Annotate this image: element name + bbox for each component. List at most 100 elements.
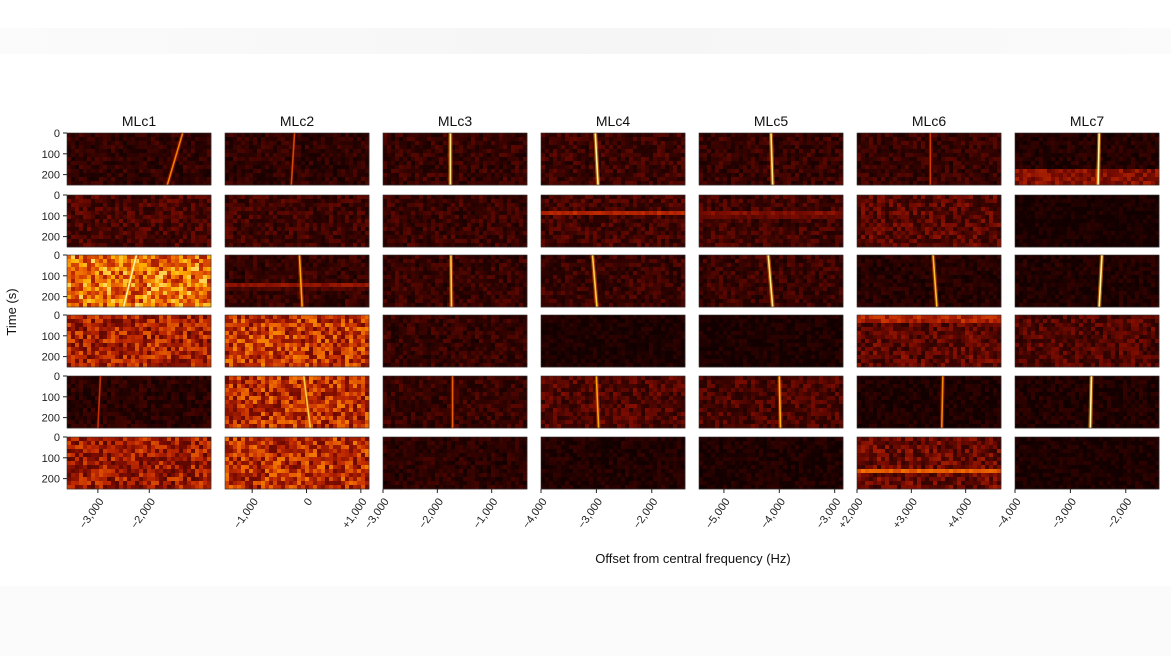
- signal-trace: [595, 375, 600, 429]
- spectrogram-panel: [224, 194, 370, 248]
- x-tick-label: −2,000: [631, 496, 660, 531]
- spectrogram-panel: [698, 436, 844, 490]
- spectrogram-panel: [66, 254, 212, 308]
- x-tick-label: +3,000: [891, 496, 920, 531]
- spectrogram-panel: [856, 132, 1002, 186]
- x-tick-label: −2,000: [1105, 496, 1134, 531]
- spectrogram-panels: [66, 132, 1160, 490]
- x-tick-label: 0: [302, 496, 315, 508]
- y-axis-ticks: 0 100 200 0 100 200 0 100 200 0 100 200 0 100 200 0 100 2…: [42, 128, 67, 486]
- spectrogram-panel: [224, 375, 370, 429]
- spectrogram-panel: [382, 254, 528, 308]
- column-titles: MLc1 MLc2 MLc3 MLc4 MLc5 MLc6 MLc7: [122, 113, 1104, 129]
- spectrogram-panel: [66, 194, 212, 248]
- x-tick-label: −5,000: [703, 496, 732, 531]
- column-title: MLc7: [1070, 113, 1104, 129]
- y-tick-label: 100: [42, 453, 60, 465]
- x-tick-label: −3,000: [77, 496, 106, 531]
- spectrogram-panel: [66, 436, 212, 490]
- spectrogram-panel: [1014, 132, 1160, 186]
- y-tick-label: 200: [42, 413, 60, 425]
- y-axis-title: Time (s): [4, 288, 19, 335]
- x-tick-label: −2,000: [417, 496, 446, 531]
- spectrogram-panel: [540, 436, 686, 490]
- y-tick-label: 0: [54, 250, 60, 262]
- spectrogram-panel: [698, 314, 844, 368]
- column-title: MLc1: [122, 113, 156, 129]
- spectrogram-panel: [1014, 436, 1160, 490]
- y-tick-label: 200: [42, 352, 60, 364]
- spectrogram-panel: [382, 132, 528, 186]
- spectrogram-panel: [382, 194, 528, 248]
- x-tick-label: +4,000: [945, 496, 974, 531]
- spectrogram-panel: [224, 254, 370, 308]
- y-tick-label: 0: [54, 310, 60, 322]
- spectrogram-panel: [224, 132, 370, 186]
- signal-trace: [932, 254, 938, 308]
- spectrogram-panel: [856, 375, 1002, 429]
- signal-trace: [767, 254, 774, 308]
- signal-trace: [302, 375, 312, 429]
- spectrogram-panel: [1014, 254, 1160, 308]
- spectrogram-panel: [698, 132, 844, 186]
- x-tick-label: −4,000: [759, 496, 788, 531]
- spectrogram-panel: [856, 254, 1002, 308]
- y-tick-label: 0: [54, 190, 60, 202]
- x-tick-label: −3,000: [576, 496, 605, 531]
- blurred-footer-strip: [0, 586, 1171, 656]
- x-axis-title: Offset from central frequency (Hz): [595, 551, 791, 566]
- spectrogram-panel: [1014, 314, 1160, 368]
- signal-trace: [290, 132, 296, 186]
- spectrogram-panel: [66, 375, 212, 429]
- x-tick-label: −1,000: [471, 496, 500, 531]
- signal-trace: [450, 254, 453, 308]
- blurred-header-strip: [0, 28, 1171, 54]
- signal-trace: [122, 254, 138, 308]
- column-title: MLc3: [438, 113, 472, 129]
- signal-trace: [1097, 132, 1100, 186]
- signal-trace: [166, 132, 184, 186]
- y-tick-label: 200: [42, 474, 60, 486]
- x-axis-ticks: −3,000 −2,000 −1,000 0 +1,000−3,000 −2,000 −1,…: [77, 489, 1135, 531]
- spectrogram-panel: [224, 314, 370, 368]
- spectrogram-panel: [540, 132, 686, 186]
- signal-trace: [298, 254, 303, 308]
- spectrogram-panel: [540, 375, 686, 429]
- signal-trace: [1098, 254, 1103, 308]
- y-tick-label: 0: [54, 371, 60, 383]
- spectrogram-panel: [382, 436, 528, 490]
- signal-trace: [591, 254, 598, 308]
- spectrogram-panel: [698, 375, 844, 429]
- spectrogram-panel: [224, 436, 370, 490]
- spectrogram-panel: [540, 314, 686, 368]
- column-title: MLc5: [754, 113, 788, 129]
- x-tick-label: −3,000: [1050, 496, 1079, 531]
- spectrogram-panel: [1014, 375, 1160, 429]
- y-tick-label: 200: [42, 170, 60, 182]
- spectrogram-panel: [540, 194, 686, 248]
- x-tick-label: −2,000: [129, 496, 158, 531]
- signal-trace: [1089, 375, 1093, 429]
- column-title: MLc4: [596, 113, 630, 129]
- y-tick-label: 100: [42, 331, 60, 343]
- spectrogram-panel: [382, 375, 528, 429]
- signal-trace: [770, 132, 774, 186]
- signal-trace: [778, 375, 782, 429]
- spectrogram-panel: [382, 314, 528, 368]
- spectrogram-panel: [540, 254, 686, 308]
- x-tick-label: −4,000: [994, 496, 1023, 531]
- x-tick-label: −4,000: [520, 496, 549, 531]
- y-tick-label: 100: [42, 271, 60, 283]
- y-tick-label: 200: [42, 292, 60, 304]
- spectrogram-panel: [856, 436, 1002, 490]
- x-tick-label: −1,000: [232, 496, 261, 531]
- signal-trace: [940, 375, 944, 429]
- y-tick-label: 100: [42, 392, 60, 404]
- spectrogram-panel: [698, 254, 844, 308]
- spectrogram-panel: [856, 194, 1002, 248]
- column-title: MLc2: [280, 113, 314, 129]
- signal-trace: [97, 375, 102, 429]
- column-title: MLc6: [912, 113, 946, 129]
- spectrogram-panel: [1014, 194, 1160, 248]
- y-tick-label: 100: [42, 211, 60, 223]
